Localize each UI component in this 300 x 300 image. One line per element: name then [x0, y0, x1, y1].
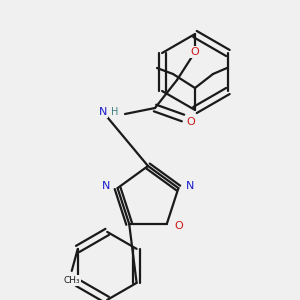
Text: N: N [101, 181, 110, 191]
Text: H: H [111, 107, 119, 117]
Text: O: O [187, 117, 195, 127]
Text: N: N [99, 107, 107, 117]
Text: CH₃: CH₃ [63, 276, 80, 285]
Text: O: O [174, 221, 183, 231]
Text: O: O [190, 47, 200, 57]
Text: N: N [186, 181, 195, 191]
